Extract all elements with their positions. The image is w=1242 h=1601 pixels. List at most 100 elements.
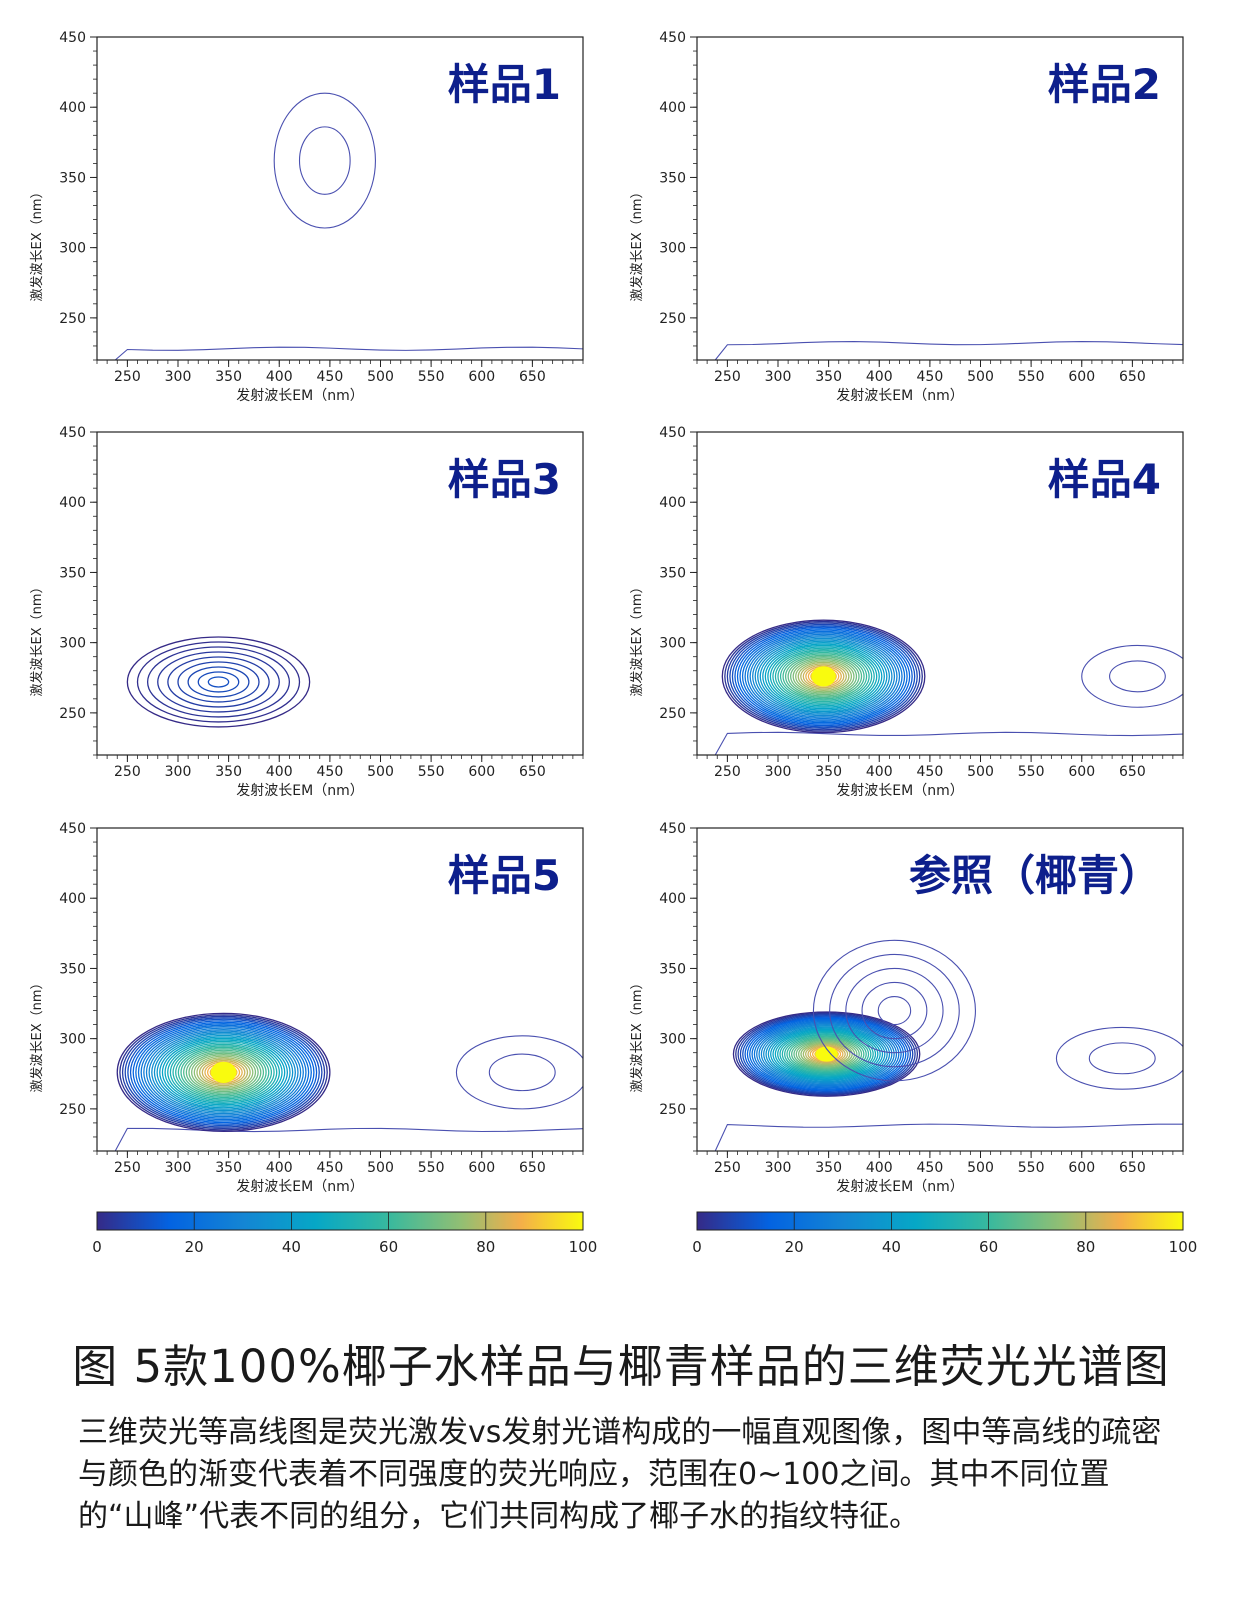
y-axis-label: 激发波长EX（nm） xyxy=(629,976,645,1092)
x-tick-label: 300 xyxy=(165,764,192,780)
contour-level xyxy=(769,646,878,707)
contour-level xyxy=(135,1023,312,1122)
x-tick-label: 600 xyxy=(1068,764,1095,780)
colorbar-tick-label: 40 xyxy=(282,1238,301,1256)
contour-level xyxy=(774,1030,879,1078)
x-tick-label: 500 xyxy=(367,369,394,385)
contour-level xyxy=(151,1031,296,1113)
contour-level xyxy=(762,642,885,711)
contour-level xyxy=(797,661,850,692)
y-tick-label: 400 xyxy=(59,100,86,116)
colorbar-tick-label: 100 xyxy=(1169,1238,1198,1256)
x-tick-label: 250 xyxy=(114,369,141,385)
contour-level xyxy=(488,1053,556,1092)
x-tick-label: 650 xyxy=(519,764,546,780)
colorbar-tick-label: 100 xyxy=(569,1238,598,1256)
contour-lines xyxy=(114,92,583,360)
y-tick-label: 300 xyxy=(659,241,686,257)
x-tick-label: 300 xyxy=(765,369,792,385)
contour-level xyxy=(757,639,891,714)
contour-panel-1: 250 300 350 400 450 500 550 600 650 250 300 350 400 4… xyxy=(29,30,584,404)
x-tick-label: 400 xyxy=(866,369,893,385)
x-tick-label: 450 xyxy=(917,764,944,780)
x-tick-label: 550 xyxy=(418,1160,445,1176)
baseline-contour xyxy=(714,1123,1183,1151)
y-axis-label: 激发波长EX（nm） xyxy=(29,185,45,301)
x-tick-label: 450 xyxy=(917,1160,944,1176)
contour-panel-4: 250 300 350 400 450 500 550 600 650 250 300 350 400 4… xyxy=(629,425,1184,799)
y-tick-label: 250 xyxy=(59,706,86,722)
x-axis-label: 发射波长EM（nm） xyxy=(836,1179,963,1195)
y-tick-label: 250 xyxy=(659,706,686,722)
x-tick-label: 400 xyxy=(266,369,293,385)
contour-level xyxy=(124,1017,323,1128)
peak-core xyxy=(811,666,836,687)
x-tick-label: 450 xyxy=(317,1160,344,1176)
contour-level xyxy=(790,657,858,696)
x-tick-label: 300 xyxy=(165,369,192,385)
x-tick-label: 550 xyxy=(1018,1160,1045,1176)
contour-panel-6: 250 300 350 400 450 500 550 600 650 250 300 350 400 4… xyxy=(629,821,1184,1195)
contour-level xyxy=(752,636,896,717)
contour-level xyxy=(741,630,906,722)
contour-level xyxy=(207,676,230,688)
contour-level xyxy=(802,664,845,689)
contour-level xyxy=(1109,660,1166,693)
contour-level xyxy=(772,1029,881,1079)
x-tick-label: 400 xyxy=(866,1160,893,1176)
figure-caption-title: 图 5款100%椰子水样品与椰青样品的三维荧光光谱图 xyxy=(72,1340,1170,1393)
panel-title: 样品1 xyxy=(448,60,561,109)
contour-level xyxy=(795,1039,858,1069)
contour-level xyxy=(760,1023,893,1085)
colorbar-1: 0 20 40 60 80 100 xyxy=(92,1211,598,1256)
y-tick-label: 450 xyxy=(59,30,86,46)
contour-level xyxy=(786,1035,867,1073)
contour-level xyxy=(758,1022,895,1086)
y-tick-label: 450 xyxy=(59,821,86,837)
contour-level xyxy=(167,1040,281,1104)
x-tick-label: 250 xyxy=(714,764,741,780)
contour-level xyxy=(779,1032,874,1076)
colorbar-gradient xyxy=(96,1211,584,1231)
contour-level xyxy=(455,1035,583,1110)
contour-level xyxy=(726,622,921,731)
y-tick-label: 350 xyxy=(659,170,686,186)
x-tick-label: 350 xyxy=(815,1160,842,1176)
contour-level xyxy=(724,620,923,732)
y-tick-label: 300 xyxy=(659,1032,686,1048)
contour-level xyxy=(145,1028,302,1116)
contour-level xyxy=(1081,644,1183,708)
x-tick-label: 400 xyxy=(266,764,293,780)
contour-level xyxy=(273,92,376,229)
panel-title: 样品2 xyxy=(1048,60,1161,109)
y-tick-label: 300 xyxy=(59,1032,86,1048)
contour-level xyxy=(795,660,853,693)
contour-level xyxy=(784,654,863,699)
x-tick-label: 600 xyxy=(1068,1160,1095,1176)
y-tick-label: 350 xyxy=(59,565,86,581)
contour-lines xyxy=(714,341,1183,360)
x-tick-label: 350 xyxy=(215,1160,242,1176)
y-tick-label: 400 xyxy=(659,891,686,907)
contour-level xyxy=(774,649,873,704)
contour-level xyxy=(157,651,280,713)
contour-level xyxy=(191,1054,257,1091)
y-tick-label: 300 xyxy=(59,636,86,652)
contour-level xyxy=(791,1037,863,1071)
contour-level xyxy=(788,1036,865,1072)
contour-level xyxy=(121,1015,326,1130)
y-axis-label: 激发波长EX（nm） xyxy=(629,580,645,696)
contour-level xyxy=(140,1025,307,1119)
contour-level xyxy=(137,1024,310,1121)
contour-level xyxy=(132,1021,315,1124)
y-tick-label: 350 xyxy=(59,170,86,186)
contour-level xyxy=(767,1027,886,1082)
contour-level xyxy=(829,953,960,1068)
x-tick-label: 650 xyxy=(519,369,546,385)
contour-level xyxy=(153,1033,294,1112)
contour-level xyxy=(749,1018,905,1090)
x-tick-label: 650 xyxy=(1119,369,1146,385)
contour-level xyxy=(787,656,860,697)
y-tick-label: 400 xyxy=(659,100,686,116)
contour-level xyxy=(729,623,918,729)
